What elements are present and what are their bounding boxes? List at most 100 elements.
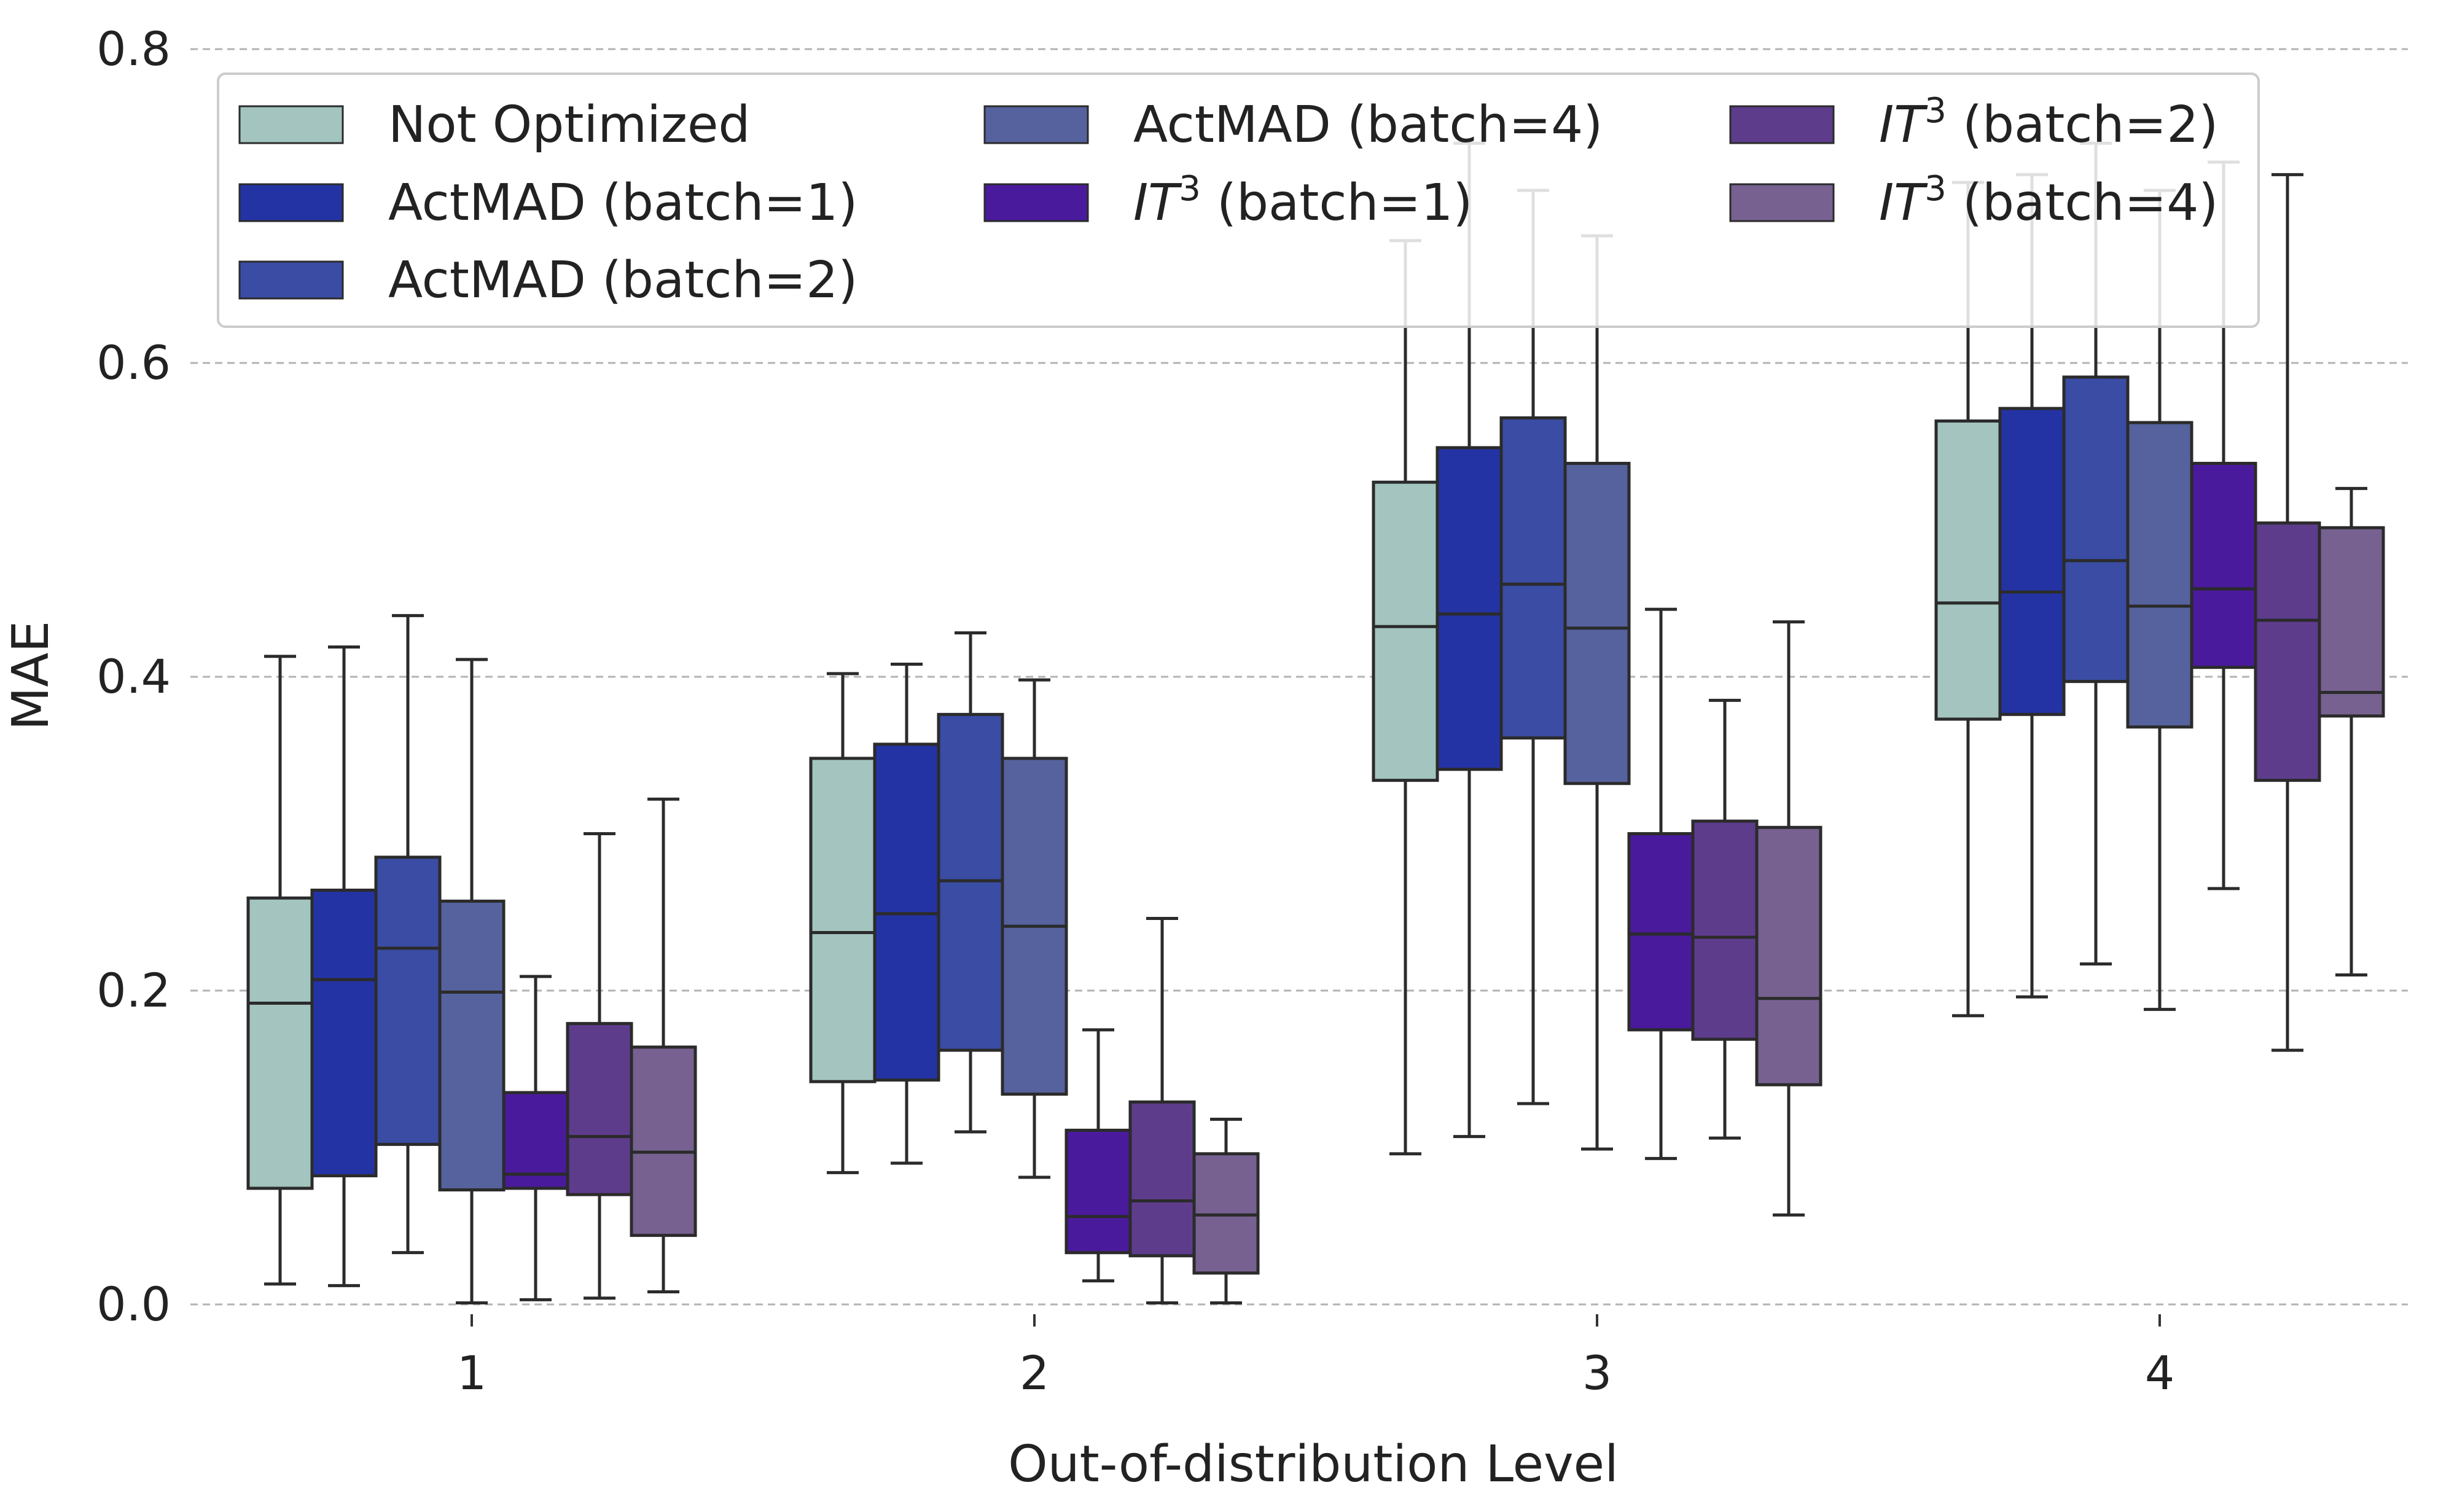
box-6-level-3 xyxy=(1691,698,1759,1140)
x-axis-ticks: 1 2 3 4 xyxy=(457,1314,2174,1400)
box-6-level-1 xyxy=(566,832,633,1300)
box-6-level-2 xyxy=(1128,916,1196,1304)
box-1-level-4 xyxy=(1934,181,2002,1018)
iqr-box xyxy=(1128,1100,1196,1258)
iqr-box xyxy=(310,888,378,1177)
iqr-box xyxy=(1563,462,1631,785)
legend-item-3: ActMAD (batch=2) xyxy=(238,251,857,310)
legend-label-main: ActMAD (batch=2) xyxy=(388,251,857,310)
box-4-level-3 xyxy=(1563,234,1631,1151)
boxes xyxy=(246,141,2385,1304)
box-3-level-3 xyxy=(1499,189,1567,1105)
iqr-box xyxy=(1499,416,1567,740)
legend-label-superscript: 3 xyxy=(1179,169,1201,209)
legend-label-superscript: 3 xyxy=(1924,91,1947,131)
legend-label-tail: (batch=2) xyxy=(1947,96,2218,154)
legend-label: Not Optimized xyxy=(388,96,750,154)
legend-label: IT3 (batch=1) xyxy=(1133,169,1472,232)
x-tick-label: 3 xyxy=(1582,1346,1612,1400)
legend-label-tail: (batch=4) xyxy=(1947,174,2218,232)
iqr-box xyxy=(2190,462,2257,669)
iqr-box xyxy=(1372,480,1439,782)
iqr-box xyxy=(1064,1128,1132,1255)
legend-swatch xyxy=(1729,105,1835,144)
iqr-box xyxy=(630,1045,697,1237)
box-2-level-1 xyxy=(310,645,378,1287)
box-2-level-2 xyxy=(873,663,940,1165)
legend: Not Optimized ActMAD (batch=1) ActMAD (bat… xyxy=(217,72,2260,328)
iqr-box xyxy=(2318,526,2385,718)
x-tick-label: 4 xyxy=(2145,1346,2174,1400)
iqr-box xyxy=(502,1091,569,1190)
legend-swatch xyxy=(238,260,344,300)
y-axis-label: MAE xyxy=(2,621,60,731)
iqr-box xyxy=(438,899,506,1191)
legend-label-main: IT xyxy=(1133,174,1182,232)
legend-label: ActMAD (batch=1) xyxy=(388,174,857,232)
legend-swatch xyxy=(983,183,1089,222)
legend-item-2: ActMAD (batch=1) xyxy=(238,174,857,232)
x-tick-label: 1 xyxy=(457,1346,486,1400)
box-5-level-1 xyxy=(502,975,569,1301)
iqr-box xyxy=(1934,419,2002,721)
y-tick-label: 0.4 xyxy=(96,649,171,704)
iqr-box xyxy=(1691,819,1759,1041)
iqr-box xyxy=(374,855,442,1146)
box-4-level-1 xyxy=(438,658,506,1304)
legend-label-main: IT xyxy=(1879,96,1928,154)
iqr-box xyxy=(1192,1152,1260,1275)
legend-label-main: ActMAD (batch=4) xyxy=(1133,96,1603,154)
legend-swatch xyxy=(238,105,344,144)
box-7-level-1 xyxy=(630,797,697,1294)
legend-label-superscript: 3 xyxy=(1924,169,1947,209)
legend-item-4: ActMAD (batch=4) xyxy=(983,96,1603,154)
iqr-box xyxy=(566,1022,633,1196)
x-axis-label: Out-of-distribution Level xyxy=(1008,1435,1619,1494)
iqr-box xyxy=(873,742,940,1082)
box-1-level-1 xyxy=(246,655,314,1286)
box-3-level-2 xyxy=(937,631,1004,1134)
box-4-level-2 xyxy=(1001,678,1068,1179)
box-3-level-1 xyxy=(374,614,442,1255)
box-7-level-3 xyxy=(1755,620,1822,1217)
y-tick-label: 0.8 xyxy=(96,21,171,76)
legend-swatch xyxy=(983,105,1089,144)
legend-label-main: ActMAD (batch=1) xyxy=(388,174,857,232)
legend-item-5: IT3 (batch=1) xyxy=(983,169,1472,232)
y-tick-label: 0.2 xyxy=(96,963,171,1018)
legend-label: ActMAD (batch=4) xyxy=(1133,96,1603,154)
iqr-box xyxy=(937,712,1004,1052)
grid-lines xyxy=(190,48,2408,1306)
x-tick-label: 2 xyxy=(1020,1346,1049,1400)
legend-label: ActMAD (batch=2) xyxy=(388,251,857,310)
box-1-level-2 xyxy=(809,672,877,1174)
legend-label-main: IT xyxy=(1879,174,1928,232)
box-6-level-4 xyxy=(2254,173,2321,1052)
legend-item-6: IT3 (batch=2) xyxy=(1729,91,2218,154)
y-tick-label: 0.6 xyxy=(96,335,171,390)
iqr-box xyxy=(1998,407,2066,716)
box-5-level-3 xyxy=(1627,607,1695,1160)
iqr-box xyxy=(1436,446,1503,771)
y-tick-label: 0.0 xyxy=(96,1277,171,1331)
legend-label: IT3 (batch=2) xyxy=(1879,91,2218,154)
iqr-box xyxy=(1627,832,1695,1032)
y-axis-ticks: 0.0 0.2 0.4 0.6 0.8 xyxy=(96,21,171,1331)
legend-item-1: Not Optimized xyxy=(238,96,750,154)
iqr-box xyxy=(1755,825,1822,1086)
legend-item-7: IT3 (batch=4) xyxy=(1729,169,2218,232)
box-5-level-2 xyxy=(1064,1028,1132,1283)
legend-label-main: Not Optimized xyxy=(388,96,750,154)
iqr-box xyxy=(246,896,314,1190)
legend-swatch xyxy=(1729,183,1835,222)
legend-swatch xyxy=(238,183,344,222)
iqr-box xyxy=(809,757,877,1083)
legend-label: IT3 (batch=4) xyxy=(1879,169,2218,232)
box-7-level-4 xyxy=(2318,486,2385,976)
iqr-box xyxy=(2062,375,2130,684)
legend-label-tail: (batch=1) xyxy=(1201,174,1472,232)
iqr-box xyxy=(2126,421,2193,729)
box-7-level-2 xyxy=(1192,1118,1260,1304)
box-1-level-3 xyxy=(1372,239,1439,1156)
